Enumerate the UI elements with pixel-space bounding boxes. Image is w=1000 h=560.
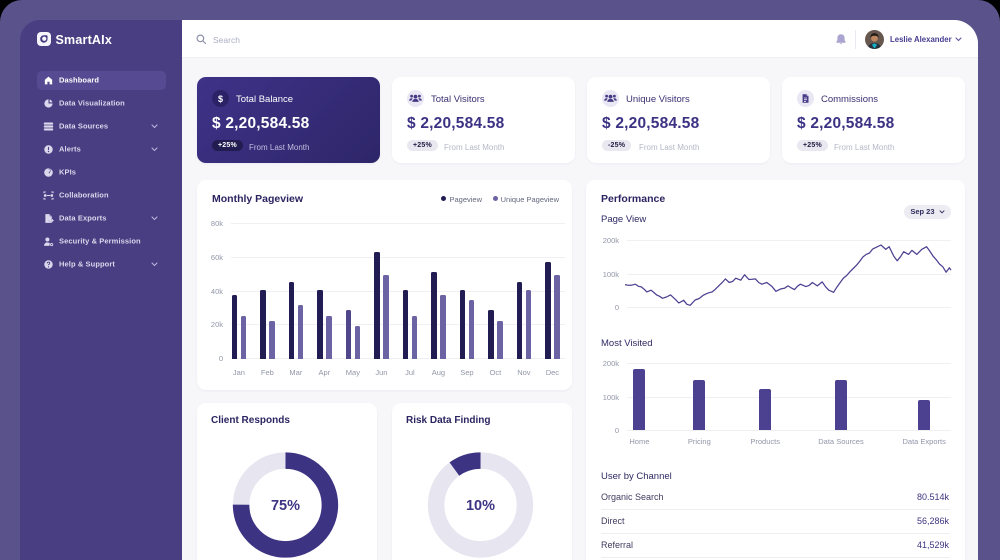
svg-text:$: $ [218,94,223,104]
